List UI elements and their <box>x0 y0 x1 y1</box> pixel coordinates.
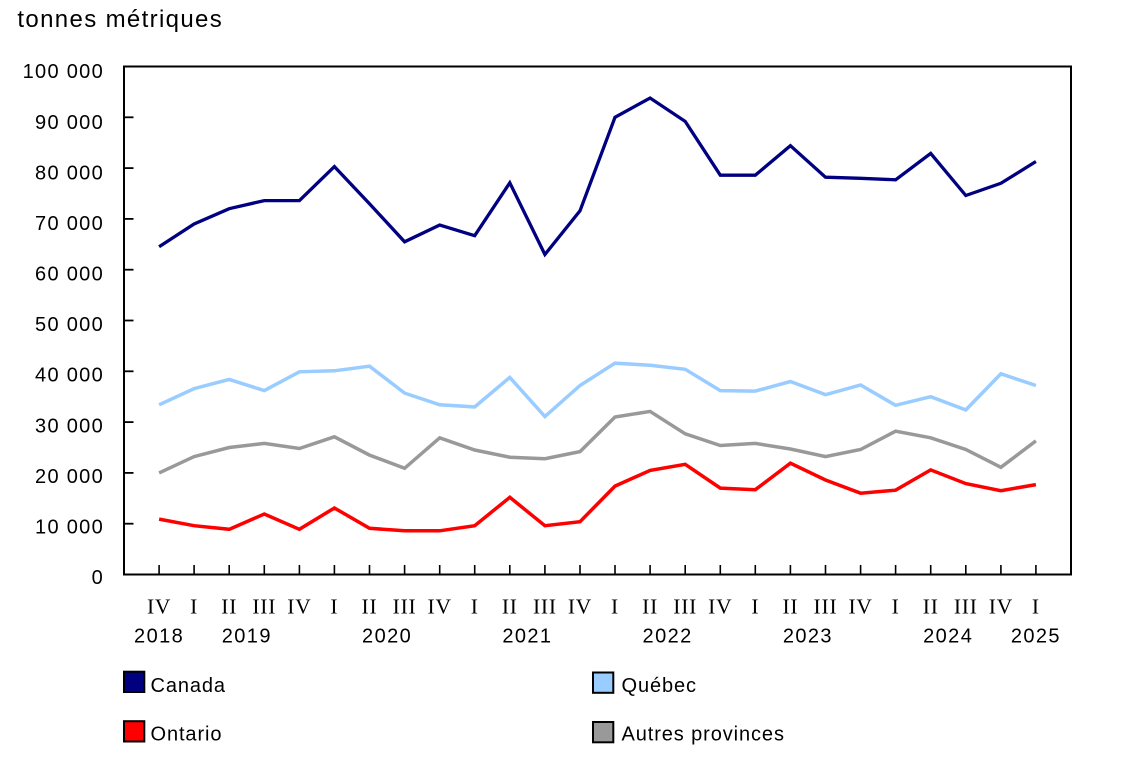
svg-text:80 000: 80 000 <box>35 162 104 184</box>
svg-text:I: I <box>751 595 759 619</box>
svg-text:I: I <box>892 595 900 619</box>
svg-text:III: III <box>814 595 838 619</box>
svg-text:2019: 2019 <box>222 626 272 648</box>
svg-text:II: II <box>923 595 939 619</box>
svg-text:2018: 2018 <box>134 626 184 648</box>
svg-text:tonnes métriques: tonnes métriques <box>17 6 223 33</box>
svg-text:I: I <box>1032 595 1040 619</box>
svg-text:70 000: 70 000 <box>35 213 104 235</box>
svg-text:III: III <box>954 595 978 619</box>
svg-text:IV: IV <box>287 595 311 619</box>
svg-text:40 000: 40 000 <box>35 365 104 387</box>
svg-text:50 000: 50 000 <box>35 314 104 336</box>
svg-text:90 000: 90 000 <box>35 112 104 134</box>
svg-text:I: I <box>611 595 619 619</box>
svg-text:0: 0 <box>92 567 104 589</box>
svg-text:I: I <box>190 595 198 619</box>
svg-text:Canada: Canada <box>151 675 226 697</box>
svg-text:IV: IV <box>147 595 171 619</box>
svg-text:10 000: 10 000 <box>35 517 104 539</box>
svg-text:IV: IV <box>848 595 872 619</box>
svg-text:II: II <box>502 595 518 619</box>
svg-text:I: I <box>471 595 479 619</box>
svg-text:Québec: Québec <box>622 675 697 697</box>
svg-text:II: II <box>221 595 237 619</box>
svg-text:IV: IV <box>989 595 1013 619</box>
svg-text:II: II <box>782 595 798 619</box>
svg-text:20 000: 20 000 <box>35 466 104 488</box>
svg-text:2025: 2025 <box>1011 626 1061 648</box>
svg-text:60 000: 60 000 <box>35 264 104 286</box>
svg-text:II: II <box>642 595 658 619</box>
svg-text:2020: 2020 <box>362 626 412 648</box>
svg-text:IV: IV <box>428 595 452 619</box>
svg-text:2022: 2022 <box>643 626 693 648</box>
svg-text:2023: 2023 <box>783 626 833 648</box>
svg-text:2021: 2021 <box>502 626 552 648</box>
svg-text:I: I <box>330 595 338 619</box>
svg-text:IV: IV <box>708 595 732 619</box>
svg-text:III: III <box>252 595 276 619</box>
svg-text:IV: IV <box>568 595 592 619</box>
svg-text:2024: 2024 <box>923 626 973 648</box>
svg-text:100 000: 100 000 <box>23 61 104 83</box>
svg-text:III: III <box>393 595 417 619</box>
svg-text:III: III <box>533 595 557 619</box>
svg-text:Autres provinces: Autres provinces <box>622 723 785 745</box>
svg-text:30 000: 30 000 <box>35 415 104 437</box>
svg-text:II: II <box>362 595 378 619</box>
svg-text:Ontario: Ontario <box>151 723 223 745</box>
svg-text:III: III <box>673 595 697 619</box>
